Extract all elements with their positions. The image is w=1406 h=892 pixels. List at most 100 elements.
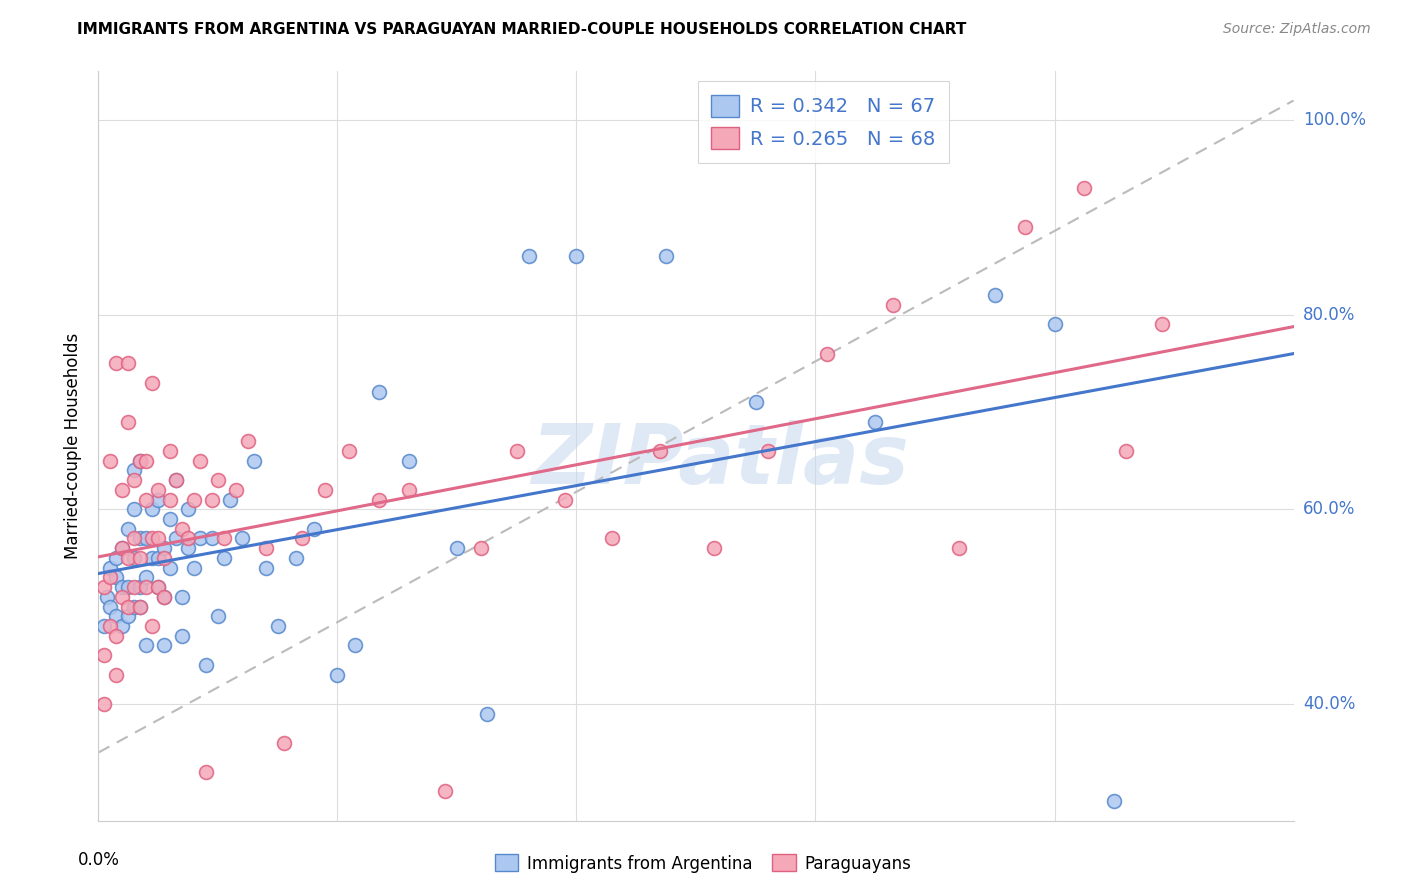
Point xyxy=(98,619,122,633)
Point xyxy=(159,443,181,458)
Point xyxy=(368,385,391,400)
Point xyxy=(243,453,266,467)
Point xyxy=(554,492,576,507)
Point xyxy=(117,580,139,594)
Point xyxy=(117,356,139,370)
Point xyxy=(148,580,170,594)
Point xyxy=(111,619,134,633)
Point xyxy=(254,541,277,556)
Text: ZIPatlas: ZIPatlas xyxy=(531,420,908,501)
Point xyxy=(124,599,146,614)
Point xyxy=(98,453,122,467)
Point xyxy=(105,356,128,370)
Legend: R = 0.342   N = 67, R = 0.265   N = 68: R = 0.342 N = 67, R = 0.265 N = 68 xyxy=(697,81,949,163)
Point xyxy=(141,376,163,390)
Point xyxy=(434,784,457,798)
Point xyxy=(865,415,887,429)
Point xyxy=(172,522,194,536)
Point xyxy=(148,492,170,507)
Point xyxy=(159,512,181,526)
Point xyxy=(105,570,128,584)
Text: 40.0%: 40.0% xyxy=(1303,695,1355,713)
Y-axis label: Married-couple Households: Married-couple Households xyxy=(65,333,83,559)
Point xyxy=(135,453,157,467)
Point xyxy=(177,502,200,516)
Point xyxy=(183,492,205,507)
Point xyxy=(129,550,152,565)
Point xyxy=(368,492,391,507)
Point xyxy=(135,532,157,546)
Text: 60.0%: 60.0% xyxy=(1303,500,1355,518)
Point xyxy=(135,639,157,653)
Point xyxy=(111,580,134,594)
Point xyxy=(141,619,163,633)
Point xyxy=(212,550,235,565)
Point xyxy=(236,434,259,449)
Point xyxy=(183,560,205,574)
Point xyxy=(129,599,152,614)
Point xyxy=(117,415,139,429)
Point xyxy=(117,599,139,614)
Point xyxy=(315,483,337,497)
Point xyxy=(650,443,672,458)
Point xyxy=(273,736,295,750)
Point xyxy=(212,532,235,546)
Point xyxy=(344,639,367,653)
Point xyxy=(105,550,128,565)
Point xyxy=(565,249,588,263)
Point xyxy=(302,522,325,536)
Point xyxy=(398,483,420,497)
Point xyxy=(882,298,904,312)
Point xyxy=(124,502,146,516)
Point xyxy=(93,580,115,594)
Point xyxy=(124,463,146,477)
Text: IMMIGRANTS FROM ARGENTINA VS PARAGUAYAN MARRIED-COUPLE HOUSEHOLDS CORRELATION CH: IMMIGRANTS FROM ARGENTINA VS PARAGUAYAN … xyxy=(77,22,967,37)
Text: 100.0%: 100.0% xyxy=(1303,111,1367,129)
Point xyxy=(207,609,229,624)
Point xyxy=(129,453,152,467)
Point xyxy=(117,609,139,624)
Point xyxy=(117,522,139,536)
Point xyxy=(153,590,176,604)
Point xyxy=(339,443,361,458)
Point xyxy=(1115,443,1137,458)
Point xyxy=(172,629,194,643)
Point xyxy=(148,483,170,497)
Point xyxy=(231,532,253,546)
Point xyxy=(124,580,146,594)
Point xyxy=(93,648,115,663)
Point xyxy=(141,532,163,546)
Point xyxy=(165,532,187,546)
Point xyxy=(159,560,181,574)
Point xyxy=(172,590,194,604)
Point xyxy=(195,764,218,779)
Point xyxy=(815,346,838,360)
Point xyxy=(207,473,229,487)
Point xyxy=(165,473,187,487)
Point xyxy=(135,580,157,594)
Point xyxy=(326,667,349,681)
Point xyxy=(745,395,768,409)
Point xyxy=(284,550,307,565)
Point xyxy=(105,629,128,643)
Point xyxy=(111,483,134,497)
Point xyxy=(159,492,181,507)
Point xyxy=(135,570,157,584)
Point xyxy=(177,532,200,546)
Point xyxy=(124,532,146,546)
Point xyxy=(291,532,314,546)
Point xyxy=(225,483,247,497)
Point xyxy=(219,492,242,507)
Point xyxy=(470,541,492,556)
Point xyxy=(1073,181,1095,195)
Point xyxy=(111,590,134,604)
Text: Source: ZipAtlas.com: Source: ZipAtlas.com xyxy=(1223,22,1371,37)
Point xyxy=(177,541,200,556)
Point xyxy=(153,550,176,565)
Point xyxy=(98,570,122,584)
Point xyxy=(153,590,176,604)
Text: 0.0%: 0.0% xyxy=(77,851,120,869)
Point xyxy=(398,453,420,467)
Point xyxy=(655,249,678,263)
Point xyxy=(124,550,146,565)
